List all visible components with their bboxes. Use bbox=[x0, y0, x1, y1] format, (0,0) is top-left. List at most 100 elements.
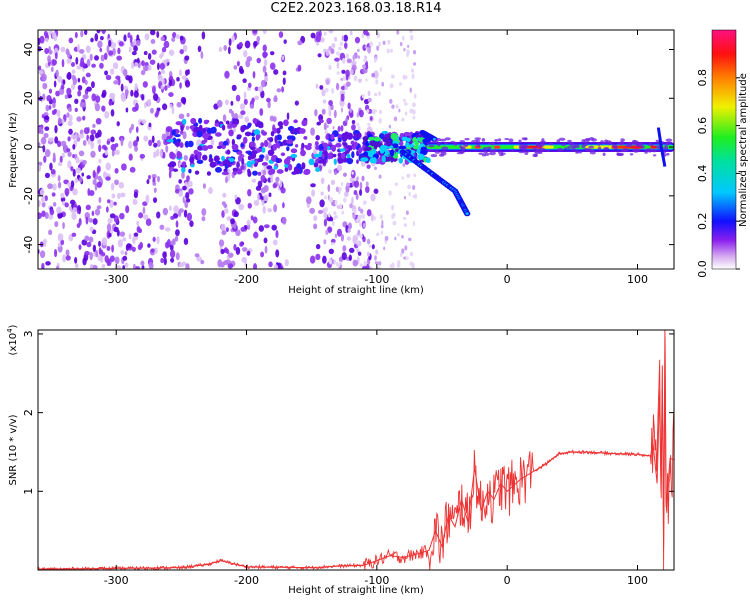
signal-speckle bbox=[301, 162, 306, 170]
signal-speckle bbox=[232, 167, 238, 172]
noise-speckle bbox=[90, 150, 96, 158]
trace-haze bbox=[664, 144, 668, 149]
trace-haze bbox=[647, 143, 654, 146]
trace-haze bbox=[523, 137, 528, 141]
noise-speckle bbox=[108, 39, 112, 47]
noise-speckle bbox=[358, 109, 364, 118]
noise-speckle bbox=[380, 214, 383, 220]
signal-speckle bbox=[196, 151, 202, 157]
signal-speckle bbox=[248, 141, 256, 147]
noise-speckle bbox=[68, 206, 72, 211]
signal-speckle bbox=[333, 158, 337, 165]
noise-speckle bbox=[402, 35, 405, 41]
signal-speckle bbox=[167, 162, 174, 168]
trace-haze bbox=[437, 142, 441, 147]
noise-speckle bbox=[253, 199, 260, 206]
noise-speckle bbox=[152, 85, 156, 95]
trace-haze bbox=[616, 152, 624, 157]
noise-speckle bbox=[75, 132, 78, 140]
noise-speckle bbox=[161, 46, 167, 53]
noise-speckle bbox=[371, 108, 376, 115]
noise-speckle bbox=[408, 191, 411, 197]
noise-speckle bbox=[133, 39, 137, 46]
noise-speckle bbox=[136, 34, 140, 40]
noise-speckle bbox=[375, 249, 379, 255]
signal-speckle bbox=[253, 129, 261, 136]
noise-speckle bbox=[334, 200, 338, 206]
signal-speckle bbox=[194, 170, 200, 175]
noise-speckle bbox=[323, 122, 328, 131]
noise-speckle bbox=[170, 215, 175, 220]
signal-blob bbox=[401, 136, 409, 142]
trace-haze bbox=[518, 146, 525, 149]
noise-speckle bbox=[405, 256, 409, 260]
noise-speckle bbox=[370, 193, 376, 202]
signal-speckle bbox=[350, 140, 355, 145]
noise-speckle bbox=[411, 262, 415, 269]
noise-speckle bbox=[357, 229, 361, 236]
signal-speckle bbox=[313, 162, 319, 168]
noise-speckle bbox=[378, 91, 381, 96]
noise-speckle bbox=[44, 149, 51, 158]
noise-speckle bbox=[197, 45, 202, 53]
trace-haze bbox=[518, 139, 522, 144]
trace-haze bbox=[665, 152, 670, 156]
noise-speckle bbox=[140, 260, 145, 266]
noise-speckle bbox=[134, 266, 141, 269]
trace-haze bbox=[652, 154, 657, 157]
signal-speckle bbox=[206, 127, 212, 134]
signal-speckle bbox=[240, 164, 245, 170]
trace-haze bbox=[508, 138, 514, 143]
noise-speckle bbox=[74, 98, 79, 105]
signal-speckle bbox=[252, 170, 258, 176]
noise-speckle bbox=[72, 188, 78, 196]
noise-speckle bbox=[399, 41, 403, 47]
signal-speckle bbox=[275, 157, 280, 164]
noise-speckle bbox=[76, 116, 82, 122]
noise-speckle bbox=[118, 41, 124, 47]
noise-speckle bbox=[263, 237, 268, 244]
noise-speckle bbox=[187, 68, 190, 75]
noise-speckle bbox=[270, 177, 274, 183]
noise-speckle bbox=[361, 93, 365, 99]
signal-speckle bbox=[403, 131, 411, 136]
signal-speckle bbox=[174, 133, 181, 138]
noise-speckle bbox=[366, 251, 371, 257]
noise-speckle bbox=[267, 208, 273, 213]
noise-speckle bbox=[115, 149, 120, 156]
noise-speckle bbox=[62, 221, 65, 230]
noise-speckle bbox=[363, 98, 370, 105]
noise-speckle bbox=[53, 80, 57, 88]
noise-speckle bbox=[156, 236, 160, 245]
trace-haze bbox=[499, 154, 504, 157]
noise-speckle bbox=[149, 107, 154, 114]
noise-speckle bbox=[349, 69, 354, 75]
noise-speckle bbox=[47, 183, 53, 190]
noise-speckle bbox=[57, 174, 61, 182]
noise-speckle bbox=[61, 118, 65, 125]
noise-speckle bbox=[57, 212, 64, 219]
noise-speckle bbox=[153, 247, 158, 255]
noise-speckle bbox=[260, 251, 265, 258]
colorbar-ticks: 0.0 0.2 0.4 0.6 0.8 bbox=[696, 69, 740, 278]
signal-speckle bbox=[179, 142, 184, 149]
noise-speckle bbox=[391, 204, 395, 211]
noise-speckle bbox=[310, 32, 316, 39]
noise-speckle bbox=[387, 39, 391, 45]
noise-speckle bbox=[227, 263, 234, 269]
noise-speckle bbox=[57, 161, 63, 167]
noise-speckle bbox=[374, 261, 379, 265]
noise-speckle bbox=[251, 178, 257, 183]
trace-haze bbox=[617, 142, 625, 146]
noise-speckle bbox=[177, 210, 182, 218]
noise-speckle bbox=[225, 259, 231, 265]
noise-speckle bbox=[168, 49, 175, 56]
noise-speckle bbox=[389, 48, 393, 53]
noise-speckle bbox=[283, 39, 287, 44]
trace-haze bbox=[574, 143, 579, 146]
noise-speckle bbox=[75, 156, 80, 164]
noise-speckle bbox=[246, 219, 251, 226]
noise-speckle bbox=[81, 172, 85, 177]
noise-speckle bbox=[253, 40, 258, 47]
